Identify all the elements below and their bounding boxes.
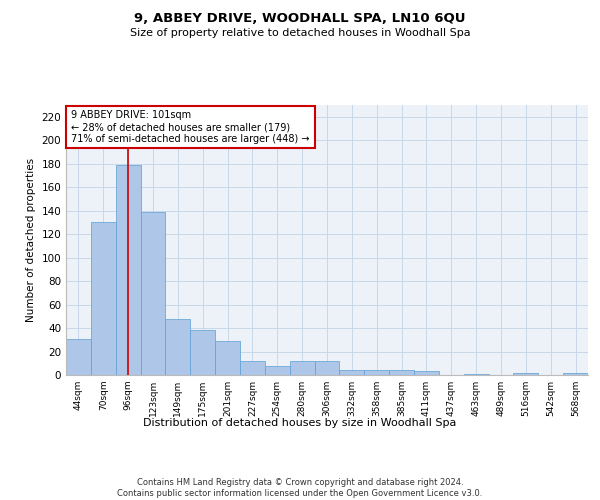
Text: Size of property relative to detached houses in Woodhall Spa: Size of property relative to detached ho…	[130, 28, 470, 38]
Text: Contains HM Land Registry data © Crown copyright and database right 2024.
Contai: Contains HM Land Registry data © Crown c…	[118, 478, 482, 498]
Bar	[66, 338, 91, 375]
Bar	[314, 361, 340, 375]
Bar	[265, 366, 290, 375]
Bar	[563, 372, 588, 375]
Bar	[364, 370, 389, 375]
Text: 9 ABBEY DRIVE: 101sqm
← 28% of detached houses are smaller (179)
71% of semi-det: 9 ABBEY DRIVE: 101sqm ← 28% of detached …	[71, 110, 310, 144]
Bar	[389, 370, 414, 375]
Bar	[414, 372, 439, 375]
Bar	[290, 361, 314, 375]
Bar	[240, 361, 265, 375]
Y-axis label: Number of detached properties: Number of detached properties	[26, 158, 36, 322]
Text: Distribution of detached houses by size in Woodhall Spa: Distribution of detached houses by size …	[143, 418, 457, 428]
Bar	[215, 341, 240, 375]
Bar	[116, 165, 140, 375]
Bar	[190, 330, 215, 375]
Bar	[91, 222, 116, 375]
Bar	[514, 372, 538, 375]
Text: 9, ABBEY DRIVE, WOODHALL SPA, LN10 6QU: 9, ABBEY DRIVE, WOODHALL SPA, LN10 6QU	[134, 12, 466, 26]
Bar	[340, 370, 364, 375]
Bar	[140, 212, 166, 375]
Bar	[166, 318, 190, 375]
Bar	[464, 374, 488, 375]
